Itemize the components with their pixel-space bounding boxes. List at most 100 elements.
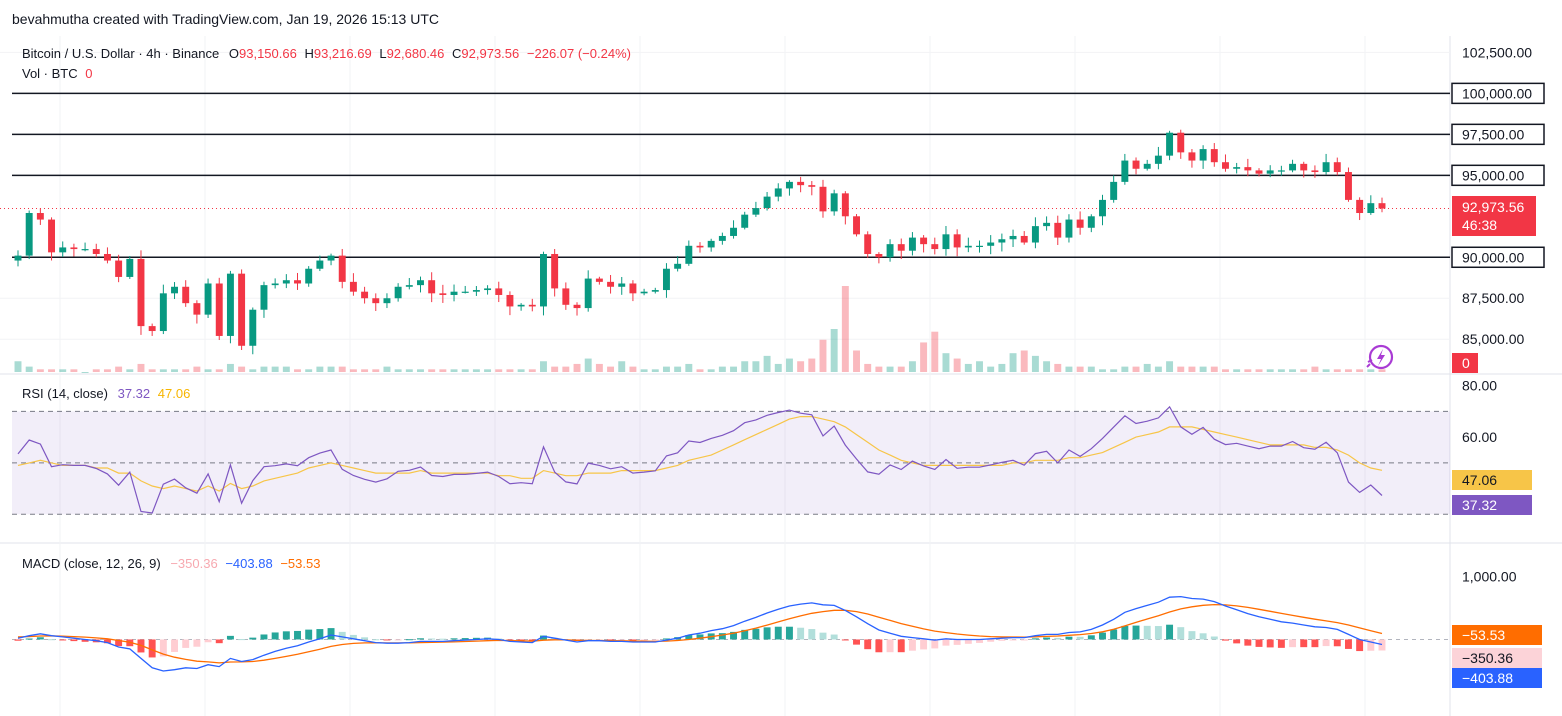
macd-histogram-bar (271, 632, 279, 640)
attribution-text: bevahmutha created with TradingView.com,… (12, 11, 439, 27)
volume-bar (1222, 369, 1229, 372)
candle-body (182, 286, 190, 304)
volume-bar (428, 369, 436, 372)
candle-body (1166, 132, 1174, 156)
volume-bar (14, 361, 22, 372)
macd-histogram-bar (182, 639, 190, 648)
volume-bar (1043, 361, 1051, 372)
candle-body (70, 247, 78, 250)
macd-histogram-bar (718, 633, 726, 640)
macd-histogram-bar (830, 634, 838, 640)
candle-body (1121, 160, 1129, 182)
candle-body (260, 285, 268, 310)
rsi-ma-badge: 47.06 (1452, 470, 1532, 490)
candle-body (495, 288, 503, 295)
macd-histogram-bar (785, 626, 793, 640)
volume-bar (126, 369, 134, 372)
rsi-pane[interactable] (12, 405, 1450, 515)
volume-bar (271, 366, 279, 372)
macd-line-value: −403.88 (225, 556, 273, 571)
candle-body (271, 283, 279, 286)
price-axis[interactable]: 102,500.00 87,500.00 85,000.00 100,000.00 97… (1451, 44, 1545, 584)
candle-body (1099, 199, 1106, 217)
candle-body (1065, 219, 1073, 238)
tradingview-lightning-icon[interactable] (1364, 342, 1396, 374)
candle-body (920, 237, 928, 245)
macd-tick-label: 1,000.00 (1462, 568, 1517, 584)
candle-body (651, 290, 659, 292)
macd-histogram-bar (372, 639, 380, 641)
candle-body (14, 255, 22, 261)
macd-histogram-bar (148, 639, 156, 658)
macd-histogram-bar (1009, 639, 1017, 641)
macd-histogram-bar (1065, 636, 1073, 640)
volume-label[interactable]: Vol · BTC (22, 66, 78, 81)
volume-bar (226, 363, 234, 372)
candle-body (59, 247, 67, 253)
macd-histogram-bar (1087, 635, 1095, 640)
price-legend: Bitcoin / U.S. Dollar · 4h · Binance O93… (22, 46, 631, 62)
symbol-title[interactable]: Bitcoin / U.S. Dollar · 4h · Binance (22, 46, 220, 61)
candle-body (1356, 199, 1364, 214)
volume-bar (562, 366, 570, 372)
macd-histogram-bar (461, 638, 469, 640)
volume-bar (908, 361, 916, 372)
macd-histogram-bar (931, 639, 939, 649)
volume-bar (36, 369, 44, 372)
candle-body (126, 258, 134, 277)
candle-body (103, 253, 111, 261)
candle-body (361, 291, 369, 299)
macd-histogram-bar (953, 639, 961, 645)
macd-histogram-bar (417, 638, 424, 640)
histogram-badge: −350.36 (1452, 648, 1542, 668)
macd-histogram-bar (48, 639, 56, 641)
price-pane[interactable] (0, 92, 1450, 373)
volume-bar (506, 369, 514, 372)
rsi-line (17, 405, 1383, 514)
macd-histogram-bar (998, 639, 1006, 641)
volume-bar (182, 369, 190, 372)
volume-bar (394, 369, 402, 372)
volume-bar (875, 366, 883, 372)
candle-body (774, 188, 782, 197)
candle-body (562, 288, 570, 305)
candle-body (394, 286, 402, 299)
candle-body (405, 285, 413, 287)
volume-bar (215, 369, 223, 372)
volume-bar (1154, 366, 1162, 372)
macd-histogram-bar (1076, 636, 1084, 640)
macd-histogram-bar (1277, 639, 1285, 648)
volume-bar (282, 366, 290, 372)
macd-histogram-bar (450, 638, 458, 640)
macd-histogram-bar (305, 629, 313, 640)
macd-title[interactable]: MACD (close, 12, 26, 9) (22, 556, 161, 571)
volume-bar (405, 369, 413, 372)
macd-histogram-bar (103, 639, 111, 644)
volume-bar (1031, 355, 1039, 372)
candle-body (629, 283, 637, 294)
macd-histogram-bar (1143, 625, 1151, 640)
volume-bar (685, 363, 693, 372)
level-label-box (1451, 82, 1545, 105)
macd-histogram-bar (472, 637, 480, 640)
volume-bar (1233, 369, 1241, 372)
volume-bar (1087, 366, 1095, 372)
candle-body (551, 253, 559, 289)
volume-bar (294, 369, 301, 372)
rsi-title[interactable]: RSI (14, close) (22, 386, 108, 401)
macd-histogram-bar (886, 639, 894, 653)
candle-body (428, 280, 436, 294)
rsi-tick-label: 60.00 (1462, 429, 1497, 445)
candle-body (931, 244, 939, 250)
macd-histogram-bar (864, 639, 872, 650)
candle-body (461, 291, 469, 293)
macd-pane[interactable] (12, 595, 1450, 672)
candle-body (797, 181, 805, 186)
candle-body (282, 280, 290, 284)
candle-body (1378, 203, 1386, 209)
macd-badge: −403.88 (1452, 668, 1542, 688)
macd-histogram-bar (81, 639, 89, 642)
volume-bar (92, 369, 100, 372)
macd-histogram-bar (327, 628, 335, 640)
